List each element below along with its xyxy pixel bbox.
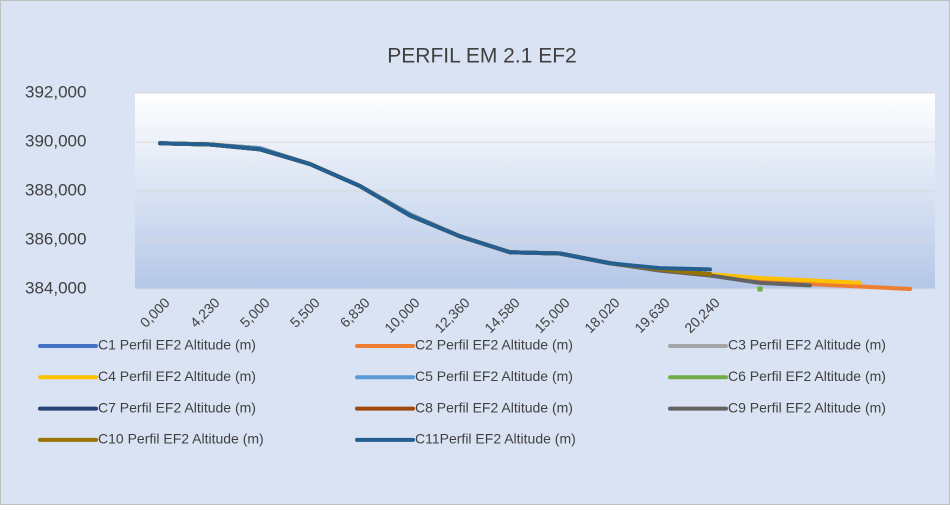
- y-tick-label: 386,000: [25, 229, 86, 248]
- chart-title: PERFIL EM 2.1 EF2: [387, 45, 576, 68]
- legend-label: C4 Perfil EF2 Altitude (m): [98, 368, 256, 384]
- legend-label: C5 Perfil EF2 Altitude (m): [415, 368, 573, 384]
- series-line: [158, 141, 712, 272]
- legend-label: C7 Perfil EF2 Altitude (m): [98, 399, 256, 415]
- legend-label: C8 Perfil EF2 Altitude (m): [415, 399, 573, 415]
- y-tick-label: 392,000: [25, 82, 86, 101]
- legend-label: C6 Perfil EF2 Altitude (m): [728, 368, 886, 384]
- legend-label: C10 Perfil EF2 Altitude (m): [98, 431, 264, 447]
- legend-label: C2 Perfil EF2 Altitude (m): [415, 337, 573, 353]
- y-tick-label: 388,000: [25, 180, 86, 199]
- y-tick-label: 390,000: [25, 131, 86, 150]
- legend-label: C9 Perfil EF2 Altitude (m): [728, 399, 886, 415]
- legend-label: C3 Perfil EF2 Altitude (m): [728, 337, 886, 353]
- legend-label: C11Perfil EF2 Altitude (m): [415, 431, 576, 447]
- legend-label: C1 Perfil EF2 Altitude (m): [98, 337, 256, 353]
- y-tick-label: 384,000: [25, 278, 86, 297]
